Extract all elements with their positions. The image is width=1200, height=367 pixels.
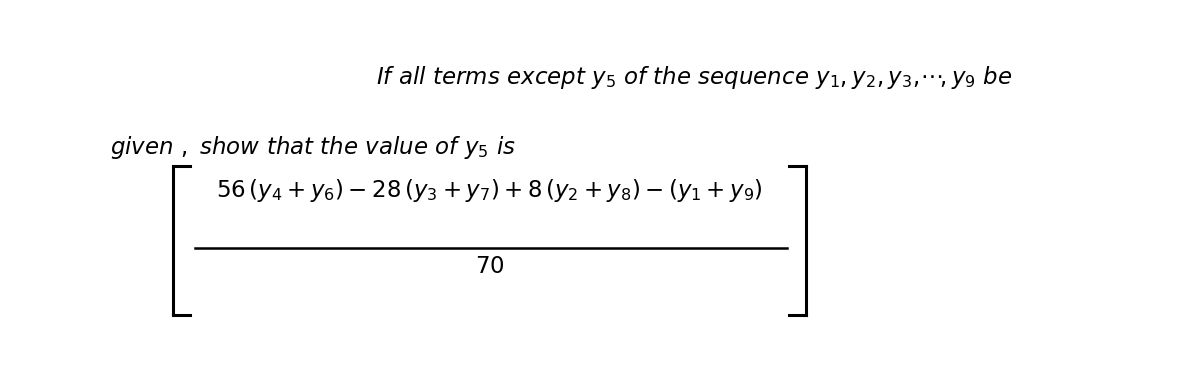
Text: $70$: $70$ bbox=[475, 256, 504, 278]
Text: $\mathit{given\ ,\ show\ that\ the\ value\ of}\ $$y_5$$\ \mathit{is}$: $\mathit{given\ ,\ show\ that\ the\ valu… bbox=[109, 134, 516, 161]
Text: $\mathit{If\ all\ terms\ except}\ $$y_5$$\ \mathit{of\ the\ sequence}\ $$y_1, y_: $\mathit{If\ all\ terms\ except}\ $$y_5$… bbox=[376, 64, 1013, 91]
Text: $56\,(y_4 + y_6) - 28\,(y_3 + y_7) + 8\,(y_2 + y_8) - (y_1 + y_9)$: $56\,(y_4 + y_6) - 28\,(y_3 + y_7) + 8\,… bbox=[216, 177, 763, 204]
